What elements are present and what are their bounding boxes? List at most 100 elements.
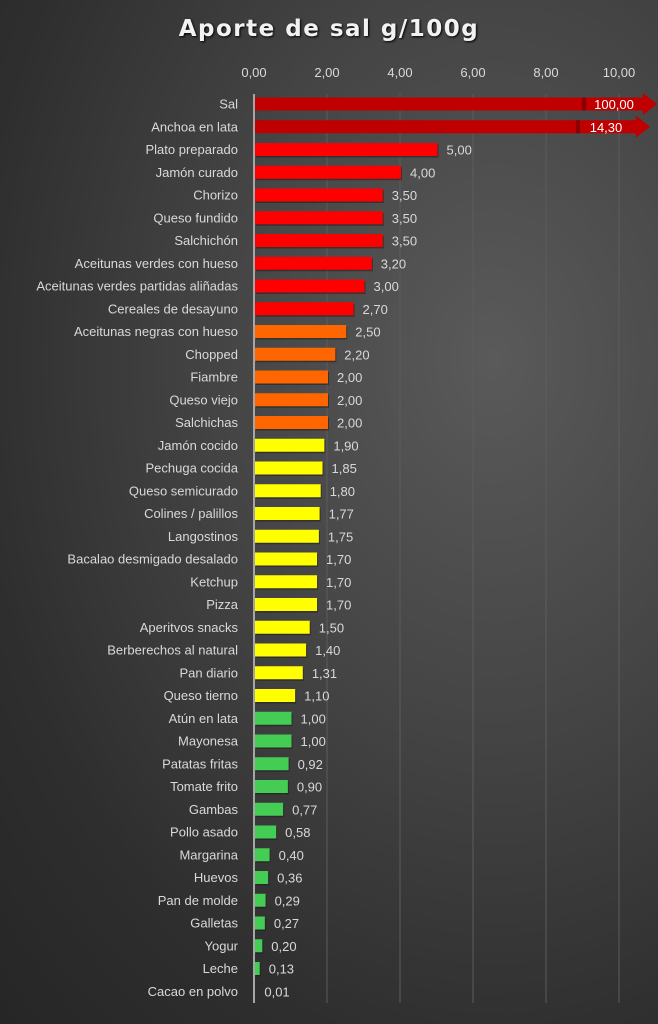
bar: [255, 325, 347, 338]
category-label: Galletas: [190, 916, 238, 931]
value-label: 0,01: [264, 984, 289, 999]
category-label: Colines / palillos: [144, 506, 238, 521]
value-label: 1,80: [330, 484, 355, 499]
category-labels: Sal Anchoa en lata Plato preparado Jamón cu…: [36, 97, 238, 999]
bar: [255, 939, 263, 953]
x-tick-label: 10,00: [603, 65, 636, 80]
bar: [255, 256, 372, 270]
bar: [255, 598, 318, 611]
category-label: Aperitvos snacks: [140, 620, 239, 635]
value-label: 1,40: [315, 643, 340, 658]
bar: [255, 802, 284, 816]
chart-title: Aporte de sal g/100g: [178, 16, 480, 42]
category-label: Fiambre: [190, 370, 238, 385]
category-label: Pechuga cocida: [145, 461, 238, 476]
value-label: 0,92: [298, 757, 323, 772]
x-tick-label: 6,00: [460, 65, 485, 80]
bar: [255, 438, 325, 452]
bar: [255, 893, 266, 907]
bar: [255, 234, 383, 247]
category-label: Patatas fritas: [162, 756, 238, 771]
bar: [255, 916, 265, 930]
category-label: Cacao en polvo: [148, 984, 238, 999]
value-label: 0,13: [269, 962, 294, 977]
category-label: Aceitunas verdes partidas aliñadas: [36, 279, 238, 294]
category-label: Langostinos: [168, 529, 239, 544]
value-label: 4,00: [410, 165, 435, 180]
value-label: 2,70: [363, 302, 388, 317]
value-labels: 100,00 14,30 5,00 4,00 3,50 3,50 3,50 3,20 3,00 2…: [264, 97, 634, 999]
bar: [255, 370, 328, 384]
value-label: 0,27: [274, 916, 299, 931]
value-label: 1,77: [329, 507, 354, 522]
bar: [255, 143, 438, 156]
bar: [255, 484, 321, 498]
category-label: Mayonesa: [178, 734, 239, 749]
x-tick-label: 2,00: [314, 65, 339, 80]
value-label: 0,40: [279, 848, 304, 863]
bar: [255, 97, 643, 111]
value-label: 1,00: [301, 711, 326, 726]
bar: [255, 302, 354, 316]
category-label: Plato preparado: [145, 142, 238, 157]
bar: [255, 575, 318, 589]
category-label: Yogur: [205, 938, 239, 953]
value-label: 3,50: [392, 234, 417, 249]
value-label: 1,31: [312, 666, 337, 681]
bar: [255, 643, 307, 657]
category-label: Aceitunas negras con hueso: [74, 324, 238, 339]
bar: [255, 848, 270, 862]
value-label: 0,20: [271, 939, 296, 954]
value-label: 1,70: [326, 575, 351, 590]
category-label: Gambas: [189, 802, 239, 817]
category-label: Salchichón: [174, 233, 238, 248]
x-tick-label: 0,00: [241, 65, 266, 80]
bar: [255, 529, 319, 543]
bar: [255, 279, 365, 293]
bar: [255, 871, 269, 884]
category-label: Bacalao desmigado desalado: [67, 552, 238, 567]
category-label: Chorizo: [193, 188, 238, 203]
bar: [255, 689, 296, 702]
value-label: 3,50: [392, 211, 417, 226]
category-label: Queso semicurado: [129, 483, 238, 498]
value-label: 3,50: [392, 188, 417, 203]
value-label: 0,29: [275, 893, 300, 908]
category-label: Pollo asado: [170, 825, 238, 840]
value-label: 1,10: [304, 689, 329, 704]
value-label: 14,30: [590, 120, 623, 135]
value-label: 1,75: [328, 529, 353, 544]
bar: [255, 211, 383, 225]
category-label: Sal: [219, 97, 238, 112]
gridlines: [326, 94, 620, 1003]
bar: [255, 120, 636, 134]
category-label: Margarina: [179, 847, 238, 862]
value-label: 2,20: [344, 347, 369, 362]
x-tick-label: 4,00: [387, 65, 412, 80]
x-axis-ticks: 0,00 2,00 4,00 6,00 8,00 10,00: [241, 65, 635, 80]
bar: [255, 666, 303, 680]
bars: [255, 93, 657, 977]
value-label: 3,00: [374, 279, 399, 294]
bar: [255, 757, 289, 771]
overflow-arrow: [643, 93, 657, 115]
value-label: 5,00: [447, 143, 472, 158]
category-label: Jamón cocido: [158, 438, 238, 453]
overflow-arrow: [636, 115, 650, 138]
bar: [255, 416, 328, 429]
value-label: 0,90: [297, 780, 322, 795]
category-label: Cereales de desayuno: [108, 301, 238, 316]
bar: [255, 507, 320, 520]
category-label: Queso viejo: [169, 392, 238, 407]
bar: [255, 620, 310, 634]
bar: [255, 461, 323, 475]
category-label: Chopped: [185, 347, 238, 362]
category-label: Ketchup: [190, 574, 238, 589]
bar: [255, 347, 336, 361]
category-label: Queso fundido: [153, 210, 238, 225]
value-label: 3,20: [381, 256, 406, 271]
value-label: 0,77: [292, 802, 317, 817]
category-label: Anchoa en lata: [151, 119, 239, 134]
bar: [255, 188, 383, 202]
